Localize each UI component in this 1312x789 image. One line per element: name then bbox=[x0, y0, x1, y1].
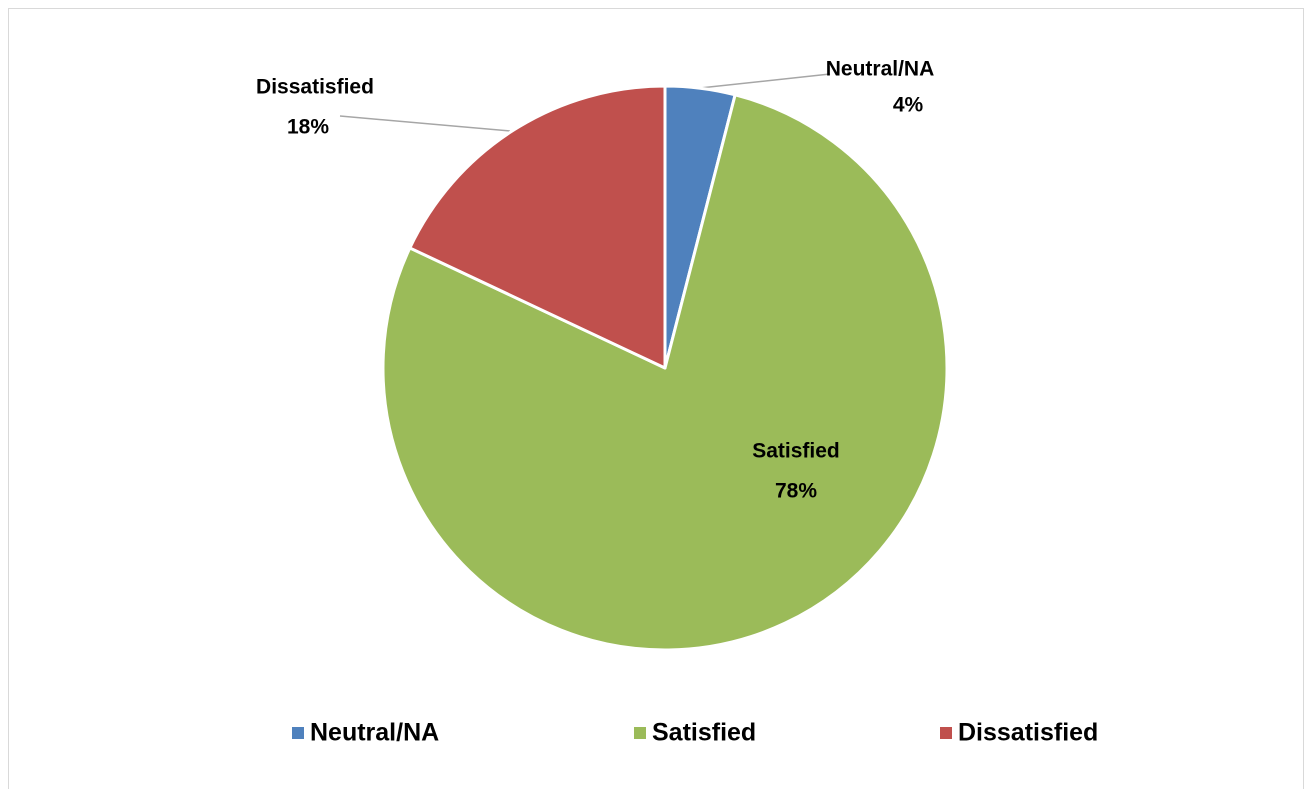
legend-swatch bbox=[634, 727, 646, 739]
pie-slice bbox=[408, 84, 667, 370]
data-label-value: 78% bbox=[775, 480, 817, 503]
legend-label: Dissatisfied bbox=[958, 719, 1098, 747]
data-label-name: Neutral/NA bbox=[826, 58, 935, 81]
pie-slice bbox=[381, 93, 949, 652]
legend-swatch bbox=[940, 727, 952, 739]
legend-swatch bbox=[292, 727, 304, 739]
data-label-name: Dissatisfied bbox=[256, 76, 374, 99]
legend-label: Neutral/NA bbox=[310, 719, 439, 747]
legend-label: Satisfied bbox=[652, 719, 756, 747]
leader-line bbox=[339, 115, 511, 132]
data-label-value: 4% bbox=[893, 94, 924, 117]
leader-line bbox=[699, 73, 831, 89]
data-label-value: 18% bbox=[287, 116, 329, 139]
data-label-name: Satisfied bbox=[752, 440, 840, 463]
